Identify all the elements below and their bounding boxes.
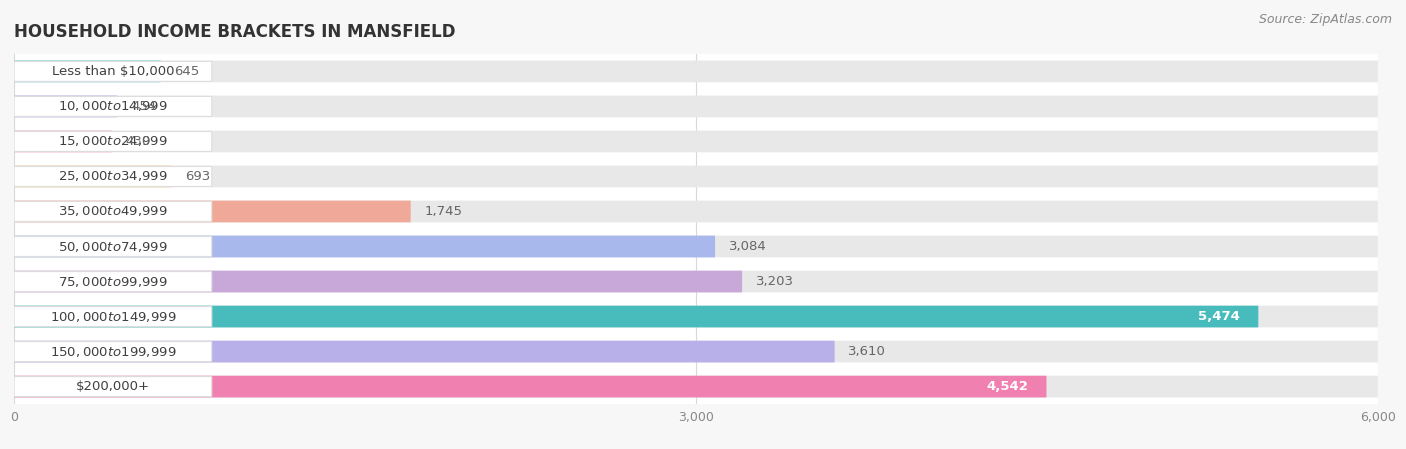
Text: $75,000 to $99,999: $75,000 to $99,999 (58, 274, 167, 289)
Text: 5,474: 5,474 (1198, 310, 1240, 323)
Bar (14, 334, 1378, 369)
FancyBboxPatch shape (14, 341, 1378, 362)
Text: 645: 645 (174, 65, 200, 78)
Text: 3,610: 3,610 (848, 345, 886, 358)
Text: 454: 454 (131, 100, 156, 113)
Text: 693: 693 (186, 170, 211, 183)
Text: $25,000 to $34,999: $25,000 to $34,999 (58, 169, 167, 184)
FancyBboxPatch shape (14, 166, 1378, 187)
FancyBboxPatch shape (14, 341, 835, 362)
FancyBboxPatch shape (14, 96, 1378, 117)
FancyBboxPatch shape (14, 201, 411, 222)
Text: Less than $10,000: Less than $10,000 (52, 65, 174, 78)
FancyBboxPatch shape (14, 61, 160, 82)
Text: $50,000 to $74,999: $50,000 to $74,999 (58, 239, 167, 254)
Text: 430: 430 (125, 135, 150, 148)
FancyBboxPatch shape (14, 376, 1378, 397)
FancyBboxPatch shape (14, 306, 1258, 327)
Bar (14, 159, 1378, 194)
FancyBboxPatch shape (14, 167, 212, 186)
Text: HOUSEHOLD INCOME BRACKETS IN MANSFIELD: HOUSEHOLD INCOME BRACKETS IN MANSFIELD (14, 23, 456, 41)
Text: $35,000 to $49,999: $35,000 to $49,999 (58, 204, 167, 219)
FancyBboxPatch shape (14, 61, 1378, 82)
FancyBboxPatch shape (14, 377, 212, 396)
FancyBboxPatch shape (14, 97, 212, 116)
FancyBboxPatch shape (14, 342, 212, 361)
Bar (14, 229, 1378, 264)
FancyBboxPatch shape (14, 131, 112, 152)
FancyBboxPatch shape (14, 236, 1378, 257)
FancyBboxPatch shape (14, 201, 1378, 222)
FancyBboxPatch shape (14, 131, 1378, 152)
Bar (14, 194, 1378, 229)
Text: $15,000 to $24,999: $15,000 to $24,999 (58, 134, 167, 149)
FancyBboxPatch shape (14, 307, 212, 326)
Text: 4,542: 4,542 (987, 380, 1028, 393)
Text: $100,000 to $149,999: $100,000 to $149,999 (49, 309, 176, 324)
Text: 3,084: 3,084 (728, 240, 766, 253)
Text: $200,000+: $200,000+ (76, 380, 150, 393)
FancyBboxPatch shape (14, 202, 212, 221)
Bar (14, 54, 1378, 89)
FancyBboxPatch shape (14, 271, 1378, 292)
FancyBboxPatch shape (14, 166, 172, 187)
FancyBboxPatch shape (14, 272, 212, 291)
FancyBboxPatch shape (14, 236, 716, 257)
Text: $150,000 to $199,999: $150,000 to $199,999 (49, 344, 176, 359)
FancyBboxPatch shape (14, 376, 1046, 397)
FancyBboxPatch shape (14, 237, 212, 256)
FancyBboxPatch shape (14, 62, 212, 81)
Text: 3,203: 3,203 (756, 275, 794, 288)
Text: $10,000 to $14,999: $10,000 to $14,999 (58, 99, 167, 114)
Text: Source: ZipAtlas.com: Source: ZipAtlas.com (1258, 13, 1392, 26)
Bar (14, 299, 1378, 334)
FancyBboxPatch shape (14, 132, 212, 151)
FancyBboxPatch shape (14, 306, 1378, 327)
FancyBboxPatch shape (14, 271, 742, 292)
Bar (14, 89, 1378, 124)
Bar (14, 124, 1378, 159)
FancyBboxPatch shape (14, 96, 117, 117)
Bar (14, 264, 1378, 299)
Bar (14, 369, 1378, 404)
Text: 1,745: 1,745 (425, 205, 463, 218)
